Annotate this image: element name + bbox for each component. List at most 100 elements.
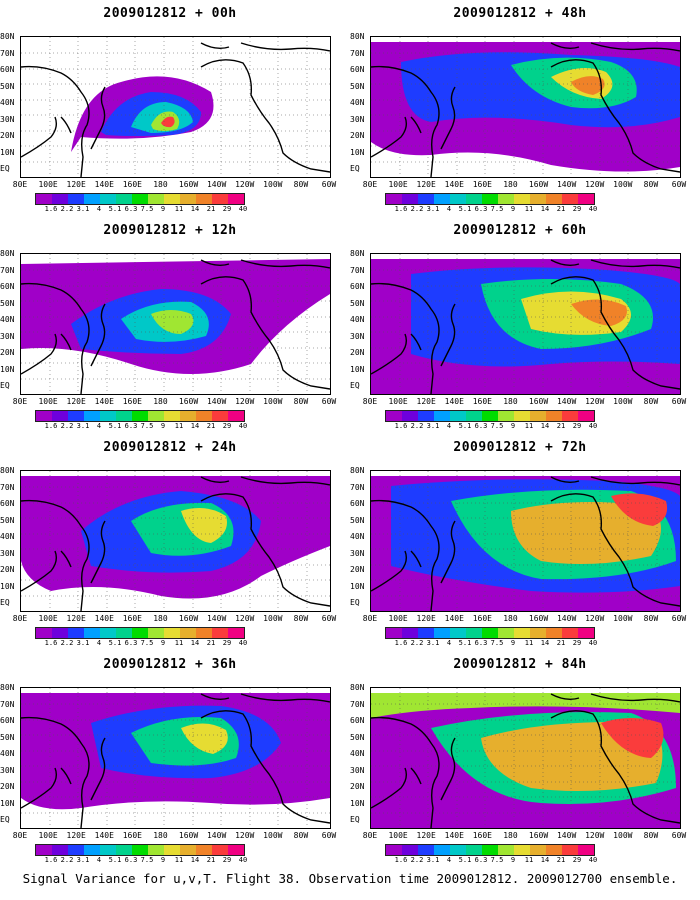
latitude-label: 20N (350, 348, 365, 357)
colorbar-label: 2.2 (60, 422, 74, 430)
colorbar-label: 21 (206, 639, 216, 647)
latitude-label: 80N (0, 249, 15, 258)
colorbar-label: 6.3 (124, 856, 138, 864)
colorbar-label: 40 (238, 205, 248, 213)
map-panel: 2009012812 + 12h 80N 70N 60N 50N 40N 30N 20N 10N… (0, 217, 340, 432)
map-panel: 2009012812 + 24h 80N 70N 60N 50N 40N 30N 20N 10N… (0, 434, 340, 649)
longitude-label: 160W (178, 397, 199, 406)
colorbar-label: 9 (160, 856, 166, 864)
colorbar-swatch (434, 194, 450, 204)
longitude-label: 100E (38, 614, 58, 623)
colorbar-swatch (132, 411, 148, 421)
latitude-label: 20N (0, 131, 15, 140)
coastline (590, 259, 680, 269)
latitude-label: 10N (350, 581, 365, 591)
map-panel: 2009012812 + 48h 80N 70N 60N 50N 40N 30N 20N 10N… (350, 0, 690, 215)
colorbar-label: 1.6 (44, 639, 58, 647)
colorbar-label: 21 (556, 639, 566, 647)
colorbar-swatch (100, 845, 116, 855)
field-contour (181, 507, 227, 543)
longitude-label: 80E (12, 397, 28, 406)
longitude-label: 80W (643, 831, 659, 840)
latitude-label: 80N (350, 466, 365, 475)
longitude-label: 160W (178, 831, 199, 840)
colorbar-swatch (196, 194, 212, 204)
latitude-label: 10N (0, 581, 15, 591)
longitude-label: 140E (444, 614, 464, 623)
longitude-label: 120W (235, 180, 255, 189)
longitude-label: 180 (153, 180, 168, 189)
coastline (590, 42, 680, 52)
colorbar-label: 2.2 (410, 856, 424, 864)
colorbar-swatch (466, 628, 482, 638)
colorbar-swatch (68, 628, 84, 638)
longitude-label: 120E (416, 397, 436, 406)
colorbar-label: 11 (174, 639, 184, 647)
latitude-label: 10N (350, 798, 365, 808)
colorbar-label: 21 (206, 856, 216, 864)
longitude-label: 80W (643, 180, 659, 189)
colorbar-label: 3.1 (426, 422, 440, 430)
panel-title: 2009012812 + 72h (453, 440, 587, 455)
colorbar-label: 21 (556, 205, 566, 213)
longitude-axis: 80E 100E 120E 140E 160E 180 160W 140W 120W 100W 80… (363, 614, 686, 624)
longitude-label: 80E (12, 831, 28, 840)
coastline (200, 710, 330, 824)
panel-title: 2009012812 + 60h (453, 223, 587, 238)
latitude-label: 10N (0, 147, 15, 157)
latitude-label: EQ (0, 381, 10, 390)
latitude-label: 70N (0, 48, 15, 58)
longitude-label: 100W (613, 397, 633, 406)
longitude-label: 120E (416, 614, 436, 623)
colorbar-swatch (530, 411, 546, 421)
coastline (410, 333, 422, 351)
coastline (550, 710, 680, 824)
coastline (200, 42, 230, 50)
colorbar-label: 7.5 (490, 856, 504, 864)
colorbar-swatch (212, 845, 228, 855)
shaded-field (21, 688, 330, 828)
latitude-label: 70N (350, 48, 365, 58)
colorbar-label: 5.1 (108, 856, 122, 864)
colorbar-swatch (466, 411, 482, 421)
latitude-label: 20N (0, 782, 15, 791)
latitude-label: EQ (0, 598, 10, 607)
colorbar-swatch (578, 194, 594, 204)
colorbar-swatch (450, 628, 466, 638)
colorbar-label: 3.1 (426, 639, 440, 647)
longitude-label: 140E (444, 831, 464, 840)
longitude-label: 60W (671, 180, 687, 189)
colorbar-swatch (52, 411, 68, 421)
latitude-label: 80N (0, 32, 15, 41)
latitude-label: 70N (0, 265, 15, 275)
colorbar-swatch (100, 194, 116, 204)
longitude-label: 100E (388, 180, 408, 189)
field-contour (601, 718, 664, 758)
longitude-label: 80E (362, 831, 378, 840)
longitude-label: 120W (585, 180, 605, 189)
coastline (410, 116, 422, 134)
colorbar-label: 21 (206, 422, 216, 430)
latitude-label: 50N (350, 81, 365, 91)
colorbar-label: 1.6 (394, 639, 408, 647)
coastline (371, 282, 440, 394)
coastline (21, 65, 90, 177)
colorbar-label: 11 (524, 422, 534, 430)
longitude-label: 100E (388, 614, 408, 623)
latitude-label: 20N (350, 782, 365, 791)
colorbar-label: 4 (96, 639, 102, 647)
longitude-label: 120E (66, 397, 86, 406)
latitude-axis: 80N 70N 60N 50N 40N 30N 20N 10N EQ (350, 466, 370, 612)
longitude-label: 100E (388, 397, 408, 406)
colorbar-label: 14 (190, 422, 200, 430)
colorbar-swatch (228, 194, 244, 204)
colorbar-label: 14 (190, 639, 200, 647)
latitude-axis: 80N 70N 60N 50N 40N 30N 20N 10N EQ (0, 467, 20, 612)
latitude-axis: 80N 70N 60N 50N 40N 30N 20N 10N EQ (350, 684, 370, 829)
latitude-label: 30N (350, 331, 365, 341)
longitude-label: 160E (472, 614, 492, 623)
longitude-label: 160E (122, 180, 142, 189)
colorbar-swatch (132, 194, 148, 204)
colorbar-label: 40 (588, 422, 598, 430)
latitude-label: 80N (350, 32, 365, 41)
